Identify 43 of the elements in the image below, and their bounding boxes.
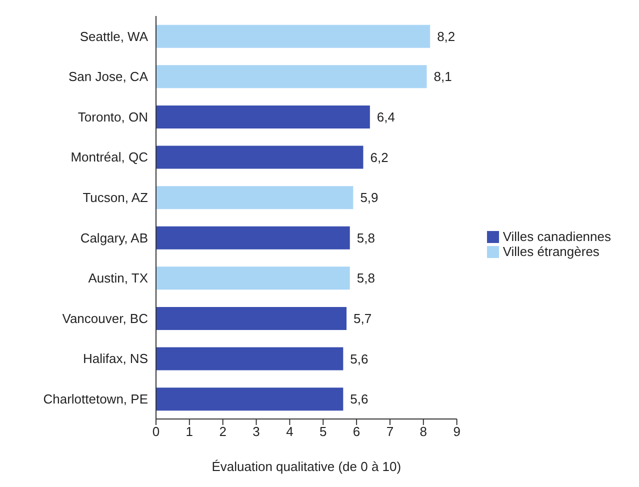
bar bbox=[156, 105, 370, 128]
x-tick-label: 4 bbox=[286, 424, 294, 440]
bar bbox=[156, 65, 427, 88]
bar bbox=[156, 347, 344, 370]
bar bbox=[156, 146, 364, 169]
bar bbox=[156, 388, 344, 411]
x-tick-label: 6 bbox=[352, 424, 360, 440]
data-label: 5,6 bbox=[350, 392, 368, 407]
x-tick-label: 2 bbox=[219, 424, 226, 440]
y-tick-label: San Jose, CA bbox=[68, 69, 148, 84]
y-tick-label: Austin, TX bbox=[88, 270, 148, 286]
data-label: 5,7 bbox=[354, 310, 372, 326]
y-tick-label: Toronto, ON bbox=[78, 109, 148, 124]
data-label: 8,2 bbox=[437, 28, 456, 44]
bar bbox=[156, 226, 350, 250]
data-label: 6,2 bbox=[370, 150, 388, 165]
y-tick-label: Charlottetown, PE bbox=[43, 391, 148, 406]
x-tick-label: 1 bbox=[186, 424, 194, 440]
legend-label: Villes étrangères bbox=[502, 244, 600, 258]
bar bbox=[156, 306, 347, 330]
y-tick-label: Vancouver, BC bbox=[62, 310, 148, 326]
y-tick-label: Seattle, WA bbox=[80, 28, 148, 44]
y-tick-label: Tucson, AZ bbox=[82, 190, 148, 205]
data-label: 8,1 bbox=[434, 69, 452, 84]
bar bbox=[156, 266, 350, 290]
data-label: 5,6 bbox=[350, 351, 368, 366]
x-axis-title: Évaluation qualitative (de 0 à 10) bbox=[212, 459, 402, 474]
data-label: 5,8 bbox=[356, 230, 375, 246]
bar bbox=[156, 24, 430, 48]
x-tick-label: 7 bbox=[386, 424, 394, 440]
x-tick-label: 5 bbox=[320, 424, 327, 440]
bar bbox=[156, 186, 354, 210]
x-tick-label: 9 bbox=[453, 424, 460, 440]
data-label: 5,9 bbox=[360, 190, 378, 206]
x-tick-label: 8 bbox=[420, 424, 428, 440]
y-tick-label: Montréal, QC bbox=[70, 150, 148, 165]
y-tick-label: Calgary, AB bbox=[80, 230, 148, 246]
legend-label: Villes canadiennes bbox=[502, 228, 611, 244]
x-tick-label: 0 bbox=[152, 424, 160, 440]
x-tick-label: 3 bbox=[252, 424, 260, 440]
y-tick-label: Halifax, NS bbox=[82, 351, 148, 366]
data-label: 6,4 bbox=[376, 109, 395, 124]
data-label: 5,8 bbox=[356, 270, 375, 286]
